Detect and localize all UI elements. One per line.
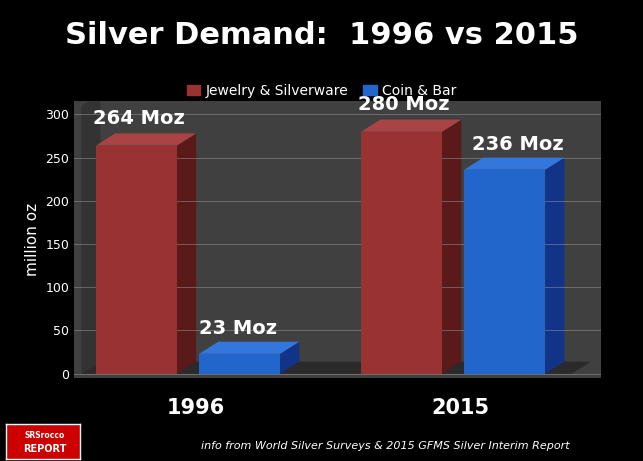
Polygon shape xyxy=(361,119,461,132)
Polygon shape xyxy=(545,158,565,374)
Text: 23 Moz: 23 Moz xyxy=(199,319,277,338)
Bar xyxy=(464,170,545,374)
Text: 264 Moz: 264 Moz xyxy=(93,109,185,128)
Text: SRSrocco: SRSrocco xyxy=(24,431,65,440)
Text: 280 Moz: 280 Moz xyxy=(358,95,449,114)
Text: Silver Demand:  1996 vs 2015: Silver Demand: 1996 vs 2015 xyxy=(65,21,578,50)
Polygon shape xyxy=(199,342,299,354)
Polygon shape xyxy=(280,342,299,374)
Polygon shape xyxy=(464,158,565,170)
Polygon shape xyxy=(177,133,196,374)
Y-axis label: million oz: million oz xyxy=(24,203,40,276)
Text: info from World Silver Surveys & 2015 GFMS Silver Interim Report: info from World Silver Surveys & 2015 GF… xyxy=(201,441,570,451)
Polygon shape xyxy=(96,133,196,146)
Bar xyxy=(199,354,280,374)
Legend: Jewelry & Silverware, Coin & Bar: Jewelry & Silverware, Coin & Bar xyxy=(181,78,462,104)
Text: 236 Moz: 236 Moz xyxy=(471,135,563,154)
Polygon shape xyxy=(81,361,591,374)
Polygon shape xyxy=(442,119,461,374)
Bar xyxy=(96,146,177,374)
Text: 2015: 2015 xyxy=(431,398,489,418)
Polygon shape xyxy=(81,94,100,374)
Text: REPORT: REPORT xyxy=(23,444,67,454)
Bar xyxy=(361,132,442,374)
Text: 1996: 1996 xyxy=(167,398,224,418)
